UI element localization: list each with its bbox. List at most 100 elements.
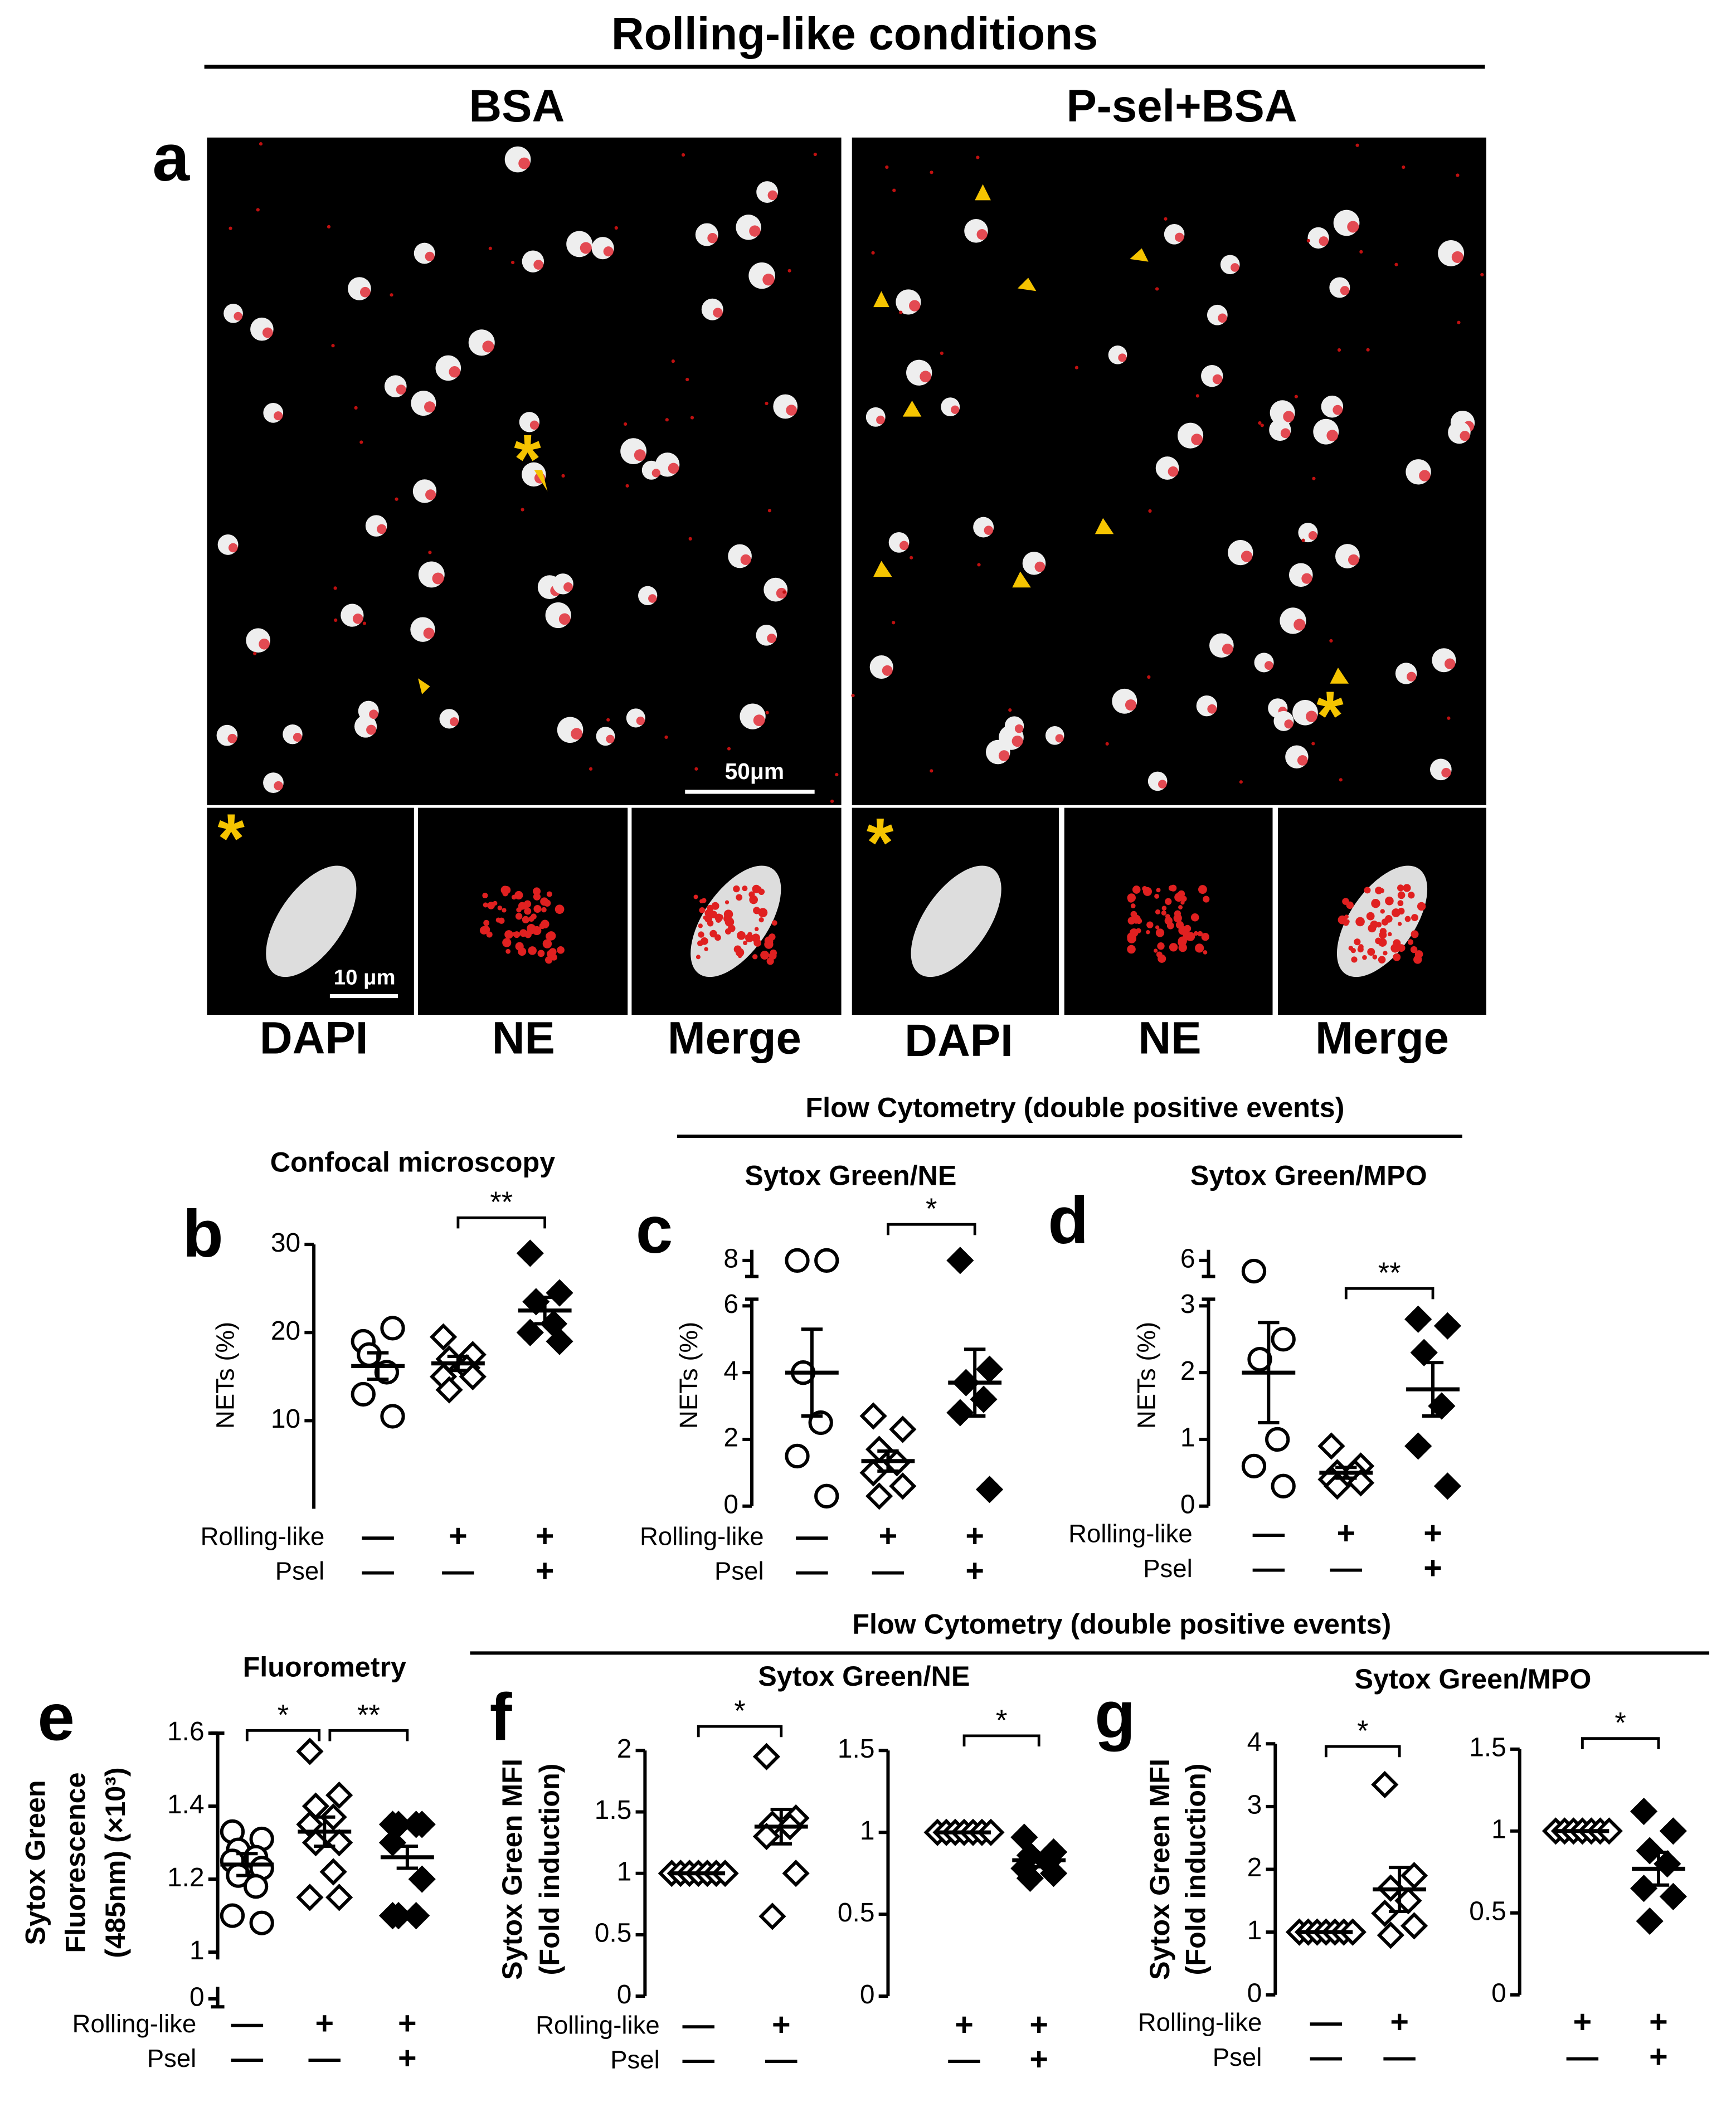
stain-dot [1410, 946, 1418, 953]
stain-dot [1375, 937, 1382, 945]
condition-sign: + [398, 2006, 417, 2041]
error-bar [447, 1354, 469, 1373]
y-tick-label: 1 [1491, 1814, 1506, 1844]
stain-dot [723, 914, 732, 923]
y-tick-label: 1.6 [167, 1717, 205, 1746]
stain-dot [754, 927, 759, 932]
y-axis-label: (Fold induction) [1180, 1764, 1212, 1975]
stain-dot [1129, 928, 1139, 937]
error-bar [314, 1815, 335, 1848]
stain-dot [1161, 910, 1166, 916]
arrowhead [418, 678, 430, 694]
nucleus [690, 865, 781, 977]
significance-bracket [328, 1729, 409, 1741]
figure-title: Rolling-like conditions [611, 9, 1098, 60]
significance-bracket [962, 1734, 1040, 1747]
stain-dot [1131, 914, 1141, 924]
speckle [510, 260, 515, 265]
error-bar [367, 1351, 389, 1381]
cell-stain [651, 469, 660, 478]
stain-dot [482, 892, 488, 899]
stain-dot [1178, 905, 1183, 910]
stain-dot [1381, 918, 1389, 926]
condition-sign: — [442, 1553, 474, 1589]
data-point [1400, 1862, 1428, 1890]
speckle [333, 586, 337, 590]
cell-stain [396, 385, 406, 395]
scale-bar-label: 10 μm [334, 965, 396, 989]
row-label: Psel [610, 2046, 660, 2074]
speckle [892, 621, 896, 625]
condition-sign: + [1423, 1550, 1442, 1586]
stain-dot [770, 949, 777, 957]
cells [216, 142, 1484, 977]
y-axis-label: NETs (%) [211, 1322, 239, 1429]
cell-stain [1264, 661, 1273, 670]
speckle [1147, 675, 1151, 679]
stain-dot [760, 951, 770, 960]
cell-stain [1444, 658, 1456, 669]
speckle [606, 718, 610, 722]
stain-dot [696, 955, 701, 960]
stain-dot [533, 887, 541, 896]
stain-dot [1411, 930, 1419, 938]
data-point [546, 1327, 573, 1355]
speckle [885, 165, 889, 169]
cell-stain [228, 543, 238, 553]
speckle [1329, 639, 1333, 643]
condition-sign: — [948, 2042, 980, 2077]
data-point [946, 1399, 974, 1427]
speckle [228, 226, 232, 230]
condition-sign: + [1573, 2004, 1592, 2040]
significance-label: * [734, 1695, 746, 1728]
stain-dot [1180, 901, 1185, 905]
speckle [930, 769, 933, 773]
data-point [1636, 1907, 1664, 1935]
panel-letter: d [1048, 1184, 1088, 1258]
cell-stain [1451, 251, 1463, 263]
condition-sign: + [536, 1518, 555, 1554]
significance-label: ** [490, 1186, 513, 1219]
y-tick-label: 1 [1180, 1423, 1195, 1453]
cell-stain [1158, 780, 1167, 789]
stain-dot [1371, 899, 1380, 908]
data-point [378, 1829, 407, 1857]
error-bar [534, 1296, 556, 1326]
error-bar [1028, 1852, 1050, 1868]
channel-label: NE [1138, 1013, 1201, 1063]
speckle [977, 563, 981, 567]
cell-stain [876, 415, 885, 425]
speckle [362, 621, 367, 625]
speckle [1394, 262, 1398, 266]
error-bar [1258, 1321, 1280, 1425]
condition-sign: — [362, 1553, 394, 1589]
y-axis-label: Sytox Green MFI [1144, 1759, 1175, 1980]
cell-stain [580, 242, 592, 254]
chart-title: Sytox Green/NE [758, 1660, 970, 1692]
stain-dot [487, 902, 495, 909]
cell-stain [425, 489, 436, 500]
cell-stain [1294, 619, 1306, 631]
speckle [1339, 778, 1343, 782]
speckle [1164, 217, 1168, 221]
micrograph-inset [1064, 807, 1273, 1015]
cell-stain [1348, 554, 1359, 566]
speckle [688, 537, 692, 541]
stain-dot [707, 904, 714, 912]
data-point [1433, 1472, 1461, 1500]
y-tick-label: 4 [723, 1356, 738, 1386]
cell-stain [740, 554, 751, 565]
stain-dot [698, 923, 703, 928]
data-point [946, 1247, 974, 1274]
speckle [765, 711, 769, 714]
stain-dot [739, 932, 744, 937]
stain-dot [693, 894, 698, 899]
stain-dot [1190, 913, 1199, 922]
row-label: Psel [147, 2044, 197, 2072]
speckle [787, 269, 791, 273]
stain-dot [1407, 939, 1414, 945]
y-tick-label: 0.5 [1469, 1896, 1506, 1926]
stain-dot [522, 916, 529, 923]
cell-stain [603, 246, 614, 257]
stain-dot [545, 956, 553, 964]
